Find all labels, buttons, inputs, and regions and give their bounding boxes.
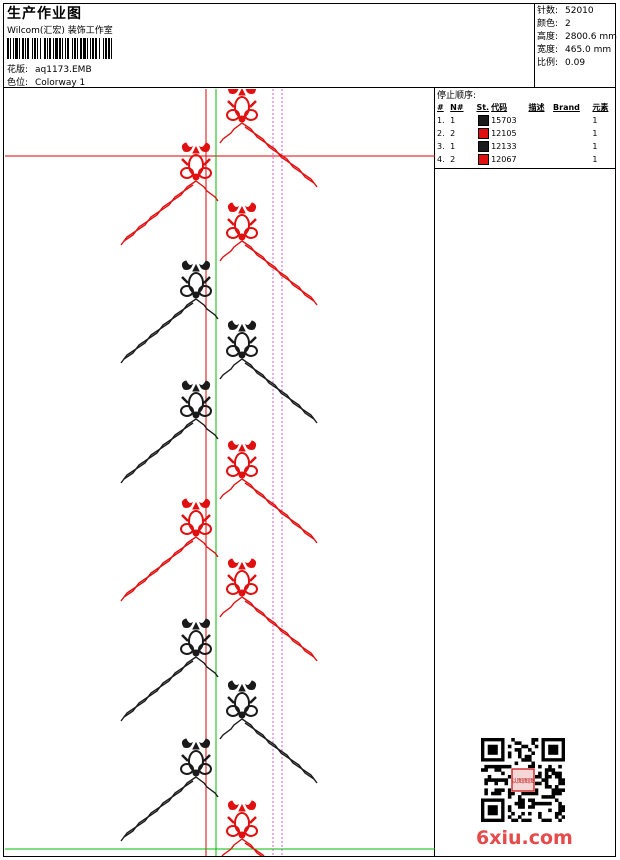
- page-frame: [3, 3, 616, 857]
- embroidery-motif: [120, 298, 219, 364]
- motif-flower: [180, 260, 212, 299]
- row-code: 15703: [491, 116, 517, 125]
- row-needle: 2: [450, 155, 456, 164]
- col-code: 代码: [491, 102, 508, 112]
- motif-flower: [180, 618, 212, 657]
- motif-flower: [226, 89, 258, 123]
- watermark: 6xiu.com: [476, 827, 573, 849]
- row-num: 2.: [437, 129, 445, 138]
- stat-width: 宽度: 465.0 mm: [537, 45, 612, 55]
- table-bottom-divider: [434, 168, 616, 169]
- colorway-row: 色位: Colorway 1: [7, 75, 85, 88]
- col-elements: 元素: [592, 102, 609, 112]
- col-brand: Brand: [553, 102, 580, 112]
- embroidery-motif: [120, 536, 219, 602]
- motif-flower: [226, 202, 258, 241]
- stats-panel: 针数: 52010 颜色: 2 高度: 2800.6 mm 宽度: 465.0 mm 比…: [537, 5, 617, 70]
- embroidery-motif: [120, 776, 219, 842]
- row-desc: [528, 140, 553, 153]
- color-swatch: [478, 141, 490, 152]
- row-desc: [528, 153, 553, 166]
- row-brand: [552, 127, 591, 140]
- colorway-label: 色位:: [7, 78, 29, 88]
- stamp-text: 以图图图: [511, 778, 535, 785]
- stat-scale: 比例: 0.09: [537, 58, 586, 68]
- row-elements: 1: [592, 129, 598, 138]
- header-divider: [3, 87, 616, 88]
- motif-flower: [180, 738, 212, 777]
- stat-height: 高度: 2800.6 mm: [537, 32, 617, 42]
- embroidery-motif: [219, 718, 318, 784]
- stamp-icon: [511, 768, 535, 792]
- embroidery-motif: [219, 478, 318, 544]
- row-brand: [552, 114, 591, 127]
- embroidery-motif: [219, 358, 318, 424]
- sidebar-divider: [434, 87, 435, 857]
- barcode-icon: [7, 38, 112, 59]
- table-row: 1. 1 15703 1: [436, 114, 616, 127]
- row-code: 12067: [491, 155, 517, 164]
- embroidery-motif: [219, 122, 318, 188]
- embroidery-motif: [120, 656, 219, 722]
- page-title: 生产作业图: [7, 6, 82, 22]
- design-label: 花版:: [7, 65, 29, 75]
- embroidery-motif: [120, 418, 219, 484]
- motif-flower: [180, 498, 212, 537]
- row-needle: 1: [450, 142, 456, 151]
- row-desc: [528, 114, 553, 127]
- row-desc: [528, 127, 553, 140]
- row-num: 3.: [437, 142, 445, 151]
- row-num: 1.: [437, 116, 445, 125]
- col-st: St.: [476, 102, 490, 112]
- stat-stitches: 针数: 52010: [537, 6, 594, 16]
- embroidery-motif: [219, 596, 318, 662]
- colorway-value: Colorway 1: [35, 78, 86, 88]
- motif-flower: [180, 380, 212, 419]
- design-name-row: 花版: aq1173.EMB: [7, 62, 92, 75]
- row-swatch: [470, 127, 490, 140]
- color-swatch: [478, 154, 490, 165]
- design-value: aq1173.EMB: [35, 65, 92, 75]
- subtitle: Wilcom(汇宏) 装饰工作室: [7, 26, 113, 36]
- row-num: 4.: [437, 155, 445, 164]
- row-swatch: [470, 140, 490, 153]
- embroidery-motif: [120, 180, 219, 246]
- color-swatch: [478, 128, 490, 139]
- row-elements: 1: [592, 142, 598, 151]
- embroidery-motif: [221, 838, 265, 856]
- row-brand: [552, 153, 591, 166]
- col-n: N#: [450, 102, 464, 112]
- table-row: 4. 2 12067 1: [436, 153, 616, 166]
- row-needle: 2: [450, 129, 456, 138]
- embroidery-motif: [219, 240, 318, 306]
- motif-flower: [226, 558, 258, 597]
- row-code: 12105: [491, 129, 517, 138]
- stats-divider: [534, 3, 535, 87]
- row-brand: [552, 140, 591, 153]
- table-row: 2. 2 12105 1: [436, 127, 616, 140]
- color-swatch: [478, 115, 490, 126]
- table-row: 3. 1 12133 1: [436, 140, 616, 153]
- embroidery-design-canvas: [5, 89, 435, 856]
- stat-colors: 颜色: 2: [537, 19, 571, 29]
- stop-sequence-table: # N# St. 代码 描述 Brand 元素 1. 1 15703 1 2. 2 1210…: [436, 100, 616, 166]
- qr-code-icon: 以图图图: [481, 738, 565, 822]
- row-needle: 1: [450, 116, 456, 125]
- col-desc: 描述: [528, 102, 545, 112]
- row-elements: 1: [592, 155, 598, 164]
- row-code: 12133: [491, 142, 517, 151]
- motif-flower: [226, 320, 258, 359]
- table-header-row: # N# St. 代码 描述 Brand 元素: [436, 100, 616, 114]
- motif-flower: [226, 800, 258, 839]
- motif-flower: [226, 440, 258, 479]
- stop-sequence-title: 停止顺序:: [437, 91, 477, 101]
- row-elements: 1: [592, 116, 598, 125]
- motif-flower: [226, 680, 258, 719]
- row-swatch: [470, 153, 490, 166]
- row-swatch: [470, 114, 490, 127]
- col-num: #: [437, 102, 444, 112]
- motif-flower: [180, 142, 212, 181]
